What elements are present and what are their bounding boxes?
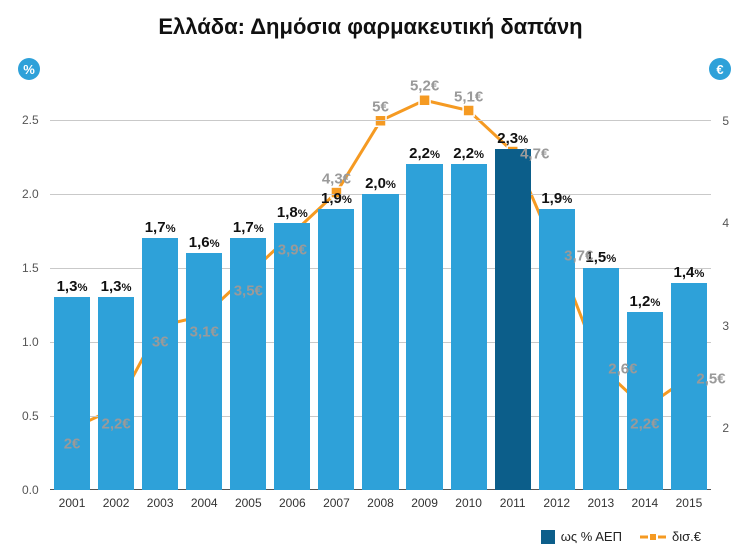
bar-value-label: 1,7% [145,219,176,236]
bar-value-label: 1,4% [674,264,705,281]
x-tick-label: 2006 [279,496,306,510]
bar-value-label: 1,9% [541,190,572,207]
bar [142,238,178,490]
legend-swatch-line [640,530,666,544]
y-left-tick: 2.5 [22,113,39,127]
line-value-label: 3,1€ [190,323,219,340]
bar [451,164,487,490]
y-right-tick: 5 [722,114,729,128]
x-tick-label: 2001 [59,496,86,510]
euro-badge: € [709,58,731,80]
legend-item-bars: ως % ΑΕΠ [541,529,622,544]
line-value-label: 2,6€ [608,360,637,377]
x-tick-label: 2015 [676,496,703,510]
line-marker [375,115,386,126]
line-value-label: 4,3€ [322,170,351,187]
y-right-tick: 3 [722,319,729,333]
percent-badge: % [18,58,40,80]
line-value-label: 3€ [152,333,169,350]
x-tick-label: 2002 [103,496,130,510]
line-value-label: 2,5€ [696,371,725,388]
legend: ως % ΑΕΠ δισ.€ [541,529,701,544]
bar-value-label: 1,9% [321,190,352,207]
bar [627,312,663,490]
chart-title: Ελλάδα: Δημόσια φαρμακευτική δαπάνη [0,14,741,40]
bar-value-label: 1,6% [189,234,220,251]
line-value-label: 3,5€ [234,282,263,299]
x-tick-label: 2012 [543,496,570,510]
y-left-tick: 2.0 [22,187,39,201]
x-tick-label: 2007 [323,496,350,510]
bar-value-label: 2,2% [409,145,440,162]
bar [54,297,90,490]
line-value-label: 2,2€ [630,415,659,432]
chart-container: Ελλάδα: Δημόσια φαρμακευτική δαπάνη % € … [0,0,741,550]
bar-value-label: 1,7% [233,219,264,236]
x-tick-label: 2011 [500,496,526,510]
y-right-tick: 2 [722,421,729,435]
x-tick-label: 2004 [191,496,218,510]
x-tick-label: 2003 [147,496,174,510]
bar [318,209,354,490]
legend-label-bars: ως % ΑΕΠ [561,529,622,544]
y-left-tick: 0.0 [22,483,39,497]
line-value-label: 4,7€ [520,145,549,162]
bar [495,149,531,490]
line-value-label: 2,2€ [101,415,130,432]
line-value-label: 3,7€ [564,248,593,265]
x-tick-label: 2008 [367,496,394,510]
line-value-label: 5,2€ [410,78,439,95]
bar [98,297,134,490]
line-marker [419,95,430,106]
x-tick-label: 2010 [455,496,482,510]
x-tick-label: 2009 [411,496,438,510]
bar [362,194,398,490]
bar [274,223,310,490]
bar-value-label: 2,0% [365,175,396,192]
line-value-label: 5,1€ [454,88,483,105]
y-left-tick: 1.5 [22,261,39,275]
line-marker [463,105,474,116]
bar-value-label: 1,3% [57,278,88,295]
bar [406,164,442,490]
bar-value-label: 2,2% [453,145,484,162]
bar-value-label: 1,8% [277,204,308,221]
legend-item-line: δισ.€ [640,529,701,544]
line-value-label: 5€ [372,98,389,115]
legend-label-line: δισ.€ [672,529,701,544]
y-left-tick: 1.0 [22,335,39,349]
legend-swatch-bar [541,530,555,544]
grid-line [50,120,711,121]
x-tick-label: 2013 [587,496,614,510]
bar-value-label: 1,3% [101,278,132,295]
bar [186,253,222,490]
bar [583,268,619,490]
bar-value-label: 1,2% [629,293,660,310]
y-left-tick: 0.5 [22,409,39,423]
y-right-tick: 4 [722,216,729,230]
plot-area: 0.00.51.01.52.02.523451,3%20011,3%20021,… [50,90,711,490]
line-value-label: 3,9€ [278,241,307,258]
bar [230,238,266,490]
line-value-label: 2€ [64,436,81,453]
x-tick-label: 2005 [235,496,262,510]
x-tick-label: 2014 [632,496,659,510]
